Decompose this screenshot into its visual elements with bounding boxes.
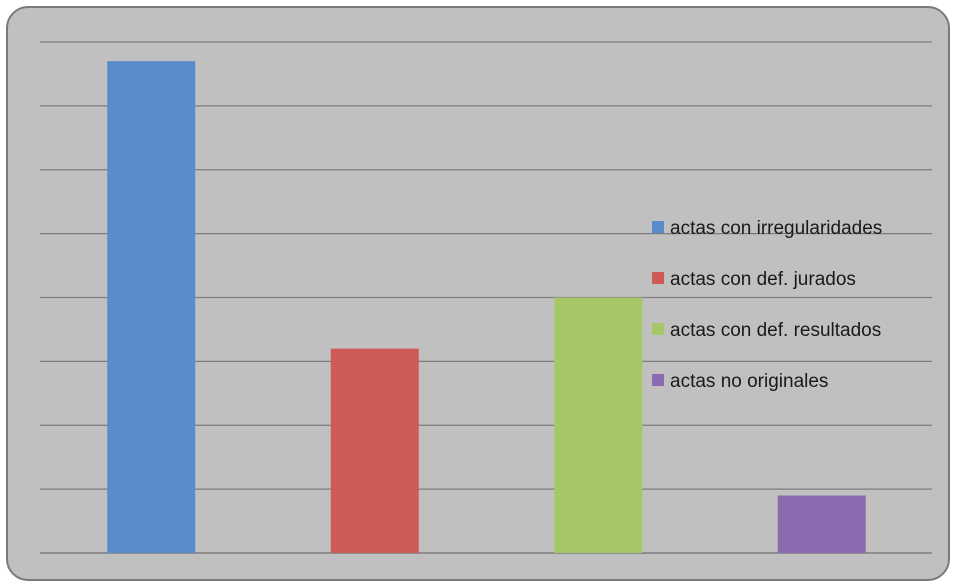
legend-label-1: actas con irregularidades [670,218,882,239]
bars [107,61,866,553]
legend-swatch-4 [652,374,664,386]
legend-label-3: actas con def. resultados [670,320,881,341]
bar-2 [330,348,419,553]
legend-swatch-2 [652,272,664,284]
bar-4 [777,495,866,553]
chart-plot: actas con irregularidades actas con def. … [40,41,932,554]
legend: actas con irregularidades actas con def. … [652,218,882,392]
legend-swatch-1 [652,221,664,233]
legend-swatch-3 [652,323,664,335]
bar-3 [554,297,643,553]
bar-1 [107,61,196,553]
chart-frame: actas con irregularidades actas con def. … [6,6,950,581]
legend-label-4: actas no originales [670,371,828,392]
legend-label-2: actas con def. jurados [670,269,856,290]
